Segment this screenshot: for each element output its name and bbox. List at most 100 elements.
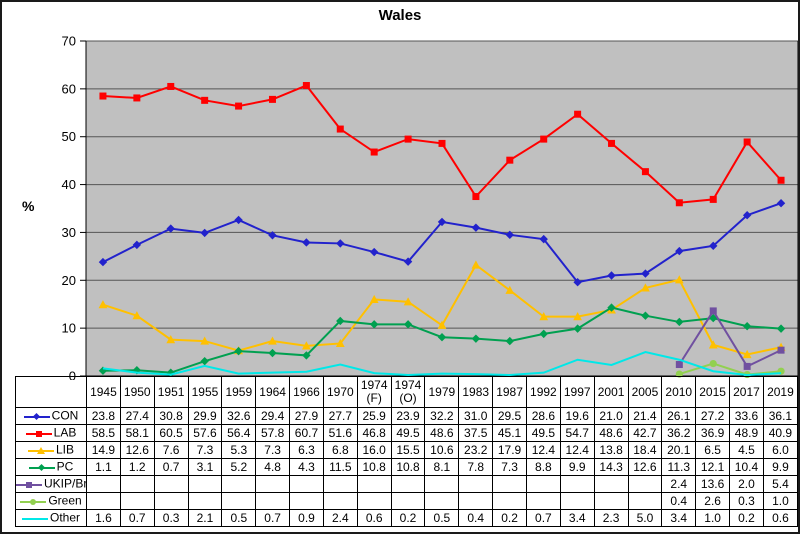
data-point [403, 320, 413, 329]
legend-cell: UKIP/Br [15, 475, 87, 493]
series-line-other [102, 351, 782, 377]
legend-cell: Other [15, 509, 87, 527]
value-cell: 18.4 [627, 441, 663, 459]
value-cell [458, 475, 494, 493]
series-row: LIB 14.9 12.6 7.6 7.3 5.3 7.3 6.3 6.8 16.0 15.5 10.… [15, 441, 798, 459]
data-point [201, 96, 209, 104]
value-cell: 58.1 [119, 424, 155, 442]
data-point [777, 176, 785, 184]
value-cell: 29.5 [492, 407, 527, 425]
data-point [539, 312, 549, 321]
value-cell: 10.8 [390, 458, 426, 476]
year-header-cell: 1945 [86, 376, 121, 408]
value-cell: 26.1 [661, 407, 697, 425]
value-cell: 12.6 [119, 441, 155, 459]
series-row: PC 1.1 1.2 0.7 3.1 5.2 4.8 4.3 11.5 10.8 10.8 8.1 7.… [15, 458, 798, 476]
legend-key-icon [25, 429, 52, 438]
series-name: LAB [53, 425, 77, 440]
year-header-cell: 1966 [289, 376, 324, 408]
data-point [369, 247, 379, 257]
data-point [573, 312, 583, 321]
series-row: LAB 58.5 58.1 60.5 57.6 56.4 57.8 60.7 51.6 46.8 4… [15, 424, 798, 442]
data-point [302, 238, 311, 247]
value-cell [86, 492, 121, 510]
data-point [607, 271, 616, 280]
value-cell: 4.5 [729, 441, 764, 459]
data-point [370, 148, 378, 156]
value-cell: 10.8 [356, 458, 392, 476]
y-tick-label: 40 [62, 177, 76, 192]
data-point [675, 246, 684, 256]
value-cell: 1.1 [86, 458, 121, 476]
value-cell [119, 475, 155, 493]
data-point [641, 311, 650, 320]
data-point [709, 307, 717, 315]
data-point [709, 359, 717, 368]
value-cell: 2.4 [661, 475, 697, 493]
data-point [200, 336, 210, 345]
year-header-cell: 2015 [695, 376, 731, 408]
value-cell: 12.4 [559, 441, 595, 459]
data-point [336, 125, 344, 133]
value-cell: 0.3 [729, 492, 764, 510]
value-cell: 4.8 [255, 458, 291, 476]
series-row: CON 23.8 27.4 30.8 29.9 32.6 29.4 27.9 27.7 25.9 2… [15, 407, 798, 425]
value-cell: 21.0 [593, 407, 629, 425]
data-point [539, 234, 548, 244]
data-point [574, 110, 582, 118]
data-point [471, 260, 481, 269]
value-cell [255, 492, 291, 510]
data-point [166, 368, 175, 377]
y-tick-label: 60 [62, 81, 76, 96]
year-header-cell: 1974 (O) [390, 376, 426, 408]
data-point [98, 366, 108, 375]
value-cell [424, 475, 460, 493]
value-cell: 3.1 [187, 458, 223, 476]
value-cell: 12.4 [525, 441, 561, 459]
value-cell: 23.8 [86, 407, 121, 425]
value-cell [356, 492, 392, 510]
data-point [675, 317, 684, 327]
value-cell: 20.1 [661, 441, 697, 459]
data-point [98, 300, 108, 309]
value-cell: 1.0 [762, 492, 798, 510]
data-point [675, 370, 683, 378]
value-cell: 57.6 [187, 424, 223, 442]
value-cell: 54.7 [559, 424, 595, 442]
value-cell: 25.9 [356, 407, 392, 425]
value-cell: 60.5 [153, 424, 189, 442]
value-cell: 0.7 [153, 458, 189, 476]
value-cell: 2.0 [729, 475, 764, 493]
series-name: Other [49, 510, 80, 525]
legend-key-icon [20, 497, 47, 506]
data-point [234, 346, 243, 356]
data-point [200, 228, 209, 238]
value-cell: 5.3 [221, 441, 257, 459]
value-cell: 9.9 [559, 458, 595, 476]
value-cell [559, 492, 595, 510]
value-cell: 5.2 [221, 458, 257, 476]
value-cell: 48.6 [593, 424, 629, 442]
data-point [472, 193, 480, 201]
value-cell: 0.5 [221, 509, 257, 527]
value-cell [356, 475, 392, 493]
value-cell: 7.8 [458, 458, 494, 476]
value-cell [289, 492, 324, 510]
year-header-cell: 1964 [255, 376, 291, 408]
value-cell: 1.2 [119, 458, 155, 476]
table-corner-cell [15, 376, 87, 408]
y-tick-label: 20 [62, 273, 76, 288]
value-cell: 7.3 [187, 441, 223, 459]
data-point [709, 313, 718, 323]
data-point [403, 257, 413, 266]
legend-key-icon [21, 514, 48, 523]
data-point [471, 223, 481, 232]
legend-key-icon [27, 446, 54, 455]
value-cell: 1.6 [86, 509, 121, 527]
data-point [743, 138, 751, 146]
series-name: LIB [55, 442, 74, 457]
data-point [776, 199, 786, 208]
data-point [709, 195, 717, 203]
legend-cell: LAB [15, 424, 87, 442]
value-cell: 29.4 [255, 407, 291, 425]
